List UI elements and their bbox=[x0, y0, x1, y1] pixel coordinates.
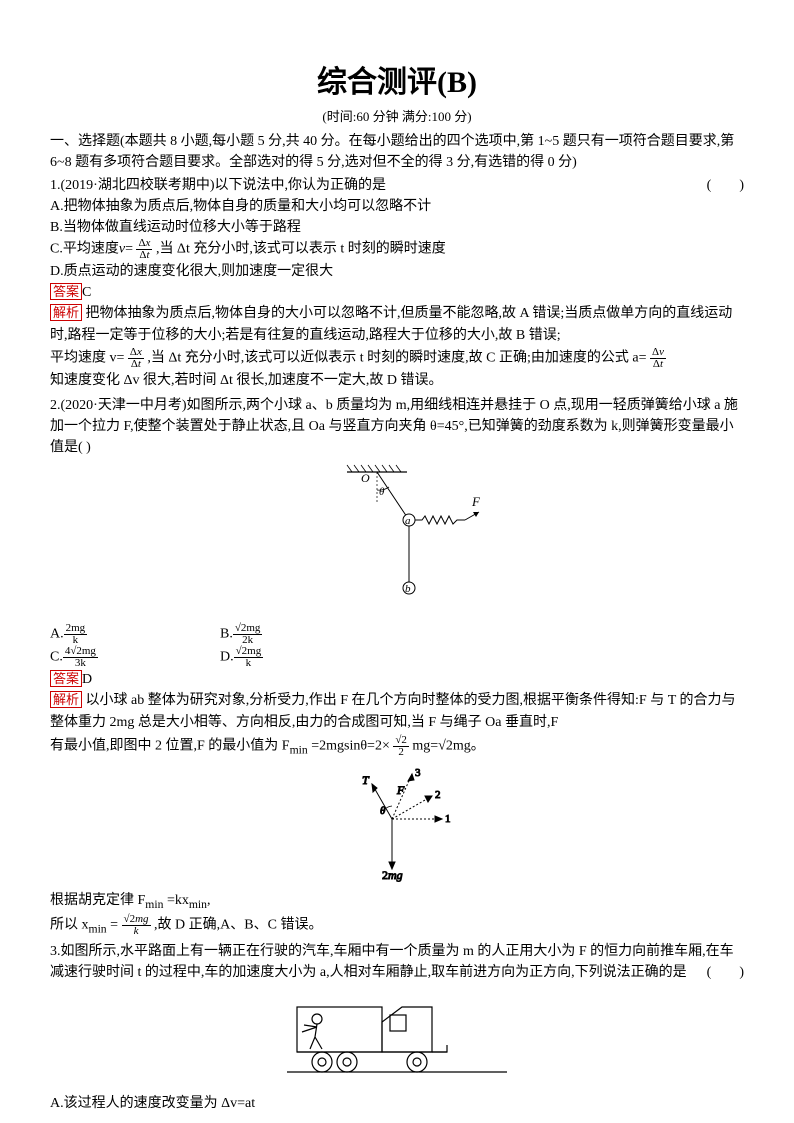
page-title: 综合测评(B) bbox=[50, 60, 744, 105]
svg-text:1: 1 bbox=[445, 813, 451, 825]
answer-label-box: 答案 bbox=[50, 283, 82, 301]
svg-text:F: F bbox=[471, 494, 481, 509]
answer-label-box: 答案 bbox=[50, 670, 82, 688]
frac-dx-dt-2: ΔxΔt bbox=[128, 347, 144, 370]
q2-explanation: 解析 以小球 ab 整体为研究对象,分析受力,作出 F 在几个方向时整体的受力图… bbox=[50, 690, 744, 760]
figure-q2-force: T 3 2 1 2mg F θ bbox=[50, 764, 744, 886]
q1-exp-2a: 平均速度 v= bbox=[50, 351, 124, 366]
question-2: 2.(2020·天津一中月考)如图所示,两个小球 a、b 质量均为 m,用细线相… bbox=[50, 395, 744, 458]
q1-option-b: B.当物体做直线运动时位移大小等于路程 bbox=[50, 217, 744, 238]
explain-label-box: 解析 bbox=[50, 691, 82, 709]
frac-sqrt2mg-k: √2mgk bbox=[122, 914, 151, 937]
sub-min: min bbox=[145, 898, 163, 911]
q2-force-svg: T 3 2 1 2mg F θ bbox=[332, 764, 462, 879]
q2-exp-1: 以小球 ab 整体为研究对象,分析受力,作出 F 在几个方向时整体的受力图,根据… bbox=[50, 693, 736, 730]
svg-text:T: T bbox=[362, 773, 370, 787]
q2-explanation-2: 根据胡克定律 Fmin =kxmin, 所以 xmin = √2mgk ,故 D… bbox=[50, 890, 744, 940]
svg-text:2mg: 2mg bbox=[382, 868, 403, 882]
question-3: 3.如图所示,水平路面上有一辆正在行驶的汽车,车厢中有一个质量为 m 的人正用大… bbox=[50, 941, 744, 983]
blank-paren: ( ) bbox=[707, 962, 744, 983]
svg-text:a: a bbox=[405, 515, 411, 527]
q1-c-post: ,当 Δt 充分小时,该式可以表示 t 时刻的瞬时速度 bbox=[156, 241, 446, 256]
q1-explanation: 解析 把物体抽象为质点后,物体自身的大小可以忽略不计,但质量不能忽略,故 A 错… bbox=[50, 303, 744, 393]
explain-label-box: 解析 bbox=[50, 304, 82, 322]
q1-answer-row: 答案C bbox=[50, 282, 744, 303]
q3-truck-svg bbox=[282, 987, 512, 1082]
q1-option-d: D.质点运动的速度变化很大,则加速度一定很大 bbox=[50, 261, 744, 282]
svg-text:3: 3 bbox=[415, 767, 421, 779]
q2-exp4a: 所以 x bbox=[50, 918, 89, 933]
q1-c-pre: C.平均速度 bbox=[50, 241, 119, 256]
q2-exp3a: 根据胡克定律 F bbox=[50, 893, 145, 908]
q2-option-a: A.2mgk bbox=[50, 623, 220, 646]
svg-text:θ: θ bbox=[379, 486, 385, 498]
svg-text:F: F bbox=[396, 783, 405, 797]
q2-options-row-1: A.2mgk B.√2mg2k bbox=[50, 623, 744, 646]
sub-min: min bbox=[189, 898, 207, 911]
q1-exp-2b: ,当 Δt 充分小时,该式可以近似表示 t 时刻的瞬时速度,故 C 正确;由加速… bbox=[147, 351, 646, 366]
q2-options-row-2: C.4√2mg3k D.√2mgk bbox=[50, 646, 744, 669]
q3-option-a: A.该过程人的速度改变量为 Δv=at bbox=[50, 1093, 744, 1114]
svg-text:θ: θ bbox=[380, 805, 386, 817]
q1-exp-1: 把物体抽象为质点后,物体自身的大小可以忽略不计,但质量不能忽略,故 A 错误;当… bbox=[50, 306, 732, 343]
q2-exp-2b: =2mgsinθ=2× bbox=[311, 738, 390, 753]
q2-answer-row: 答案D bbox=[50, 669, 744, 690]
frac-dv-dt: ΔvΔt bbox=[650, 347, 666, 370]
q1-stem: 1.(2019·湖北四校联考期中)以下说法中,你认为正确的是 bbox=[50, 178, 386, 193]
q2-diagram-svg: O θ a b F bbox=[307, 462, 487, 612]
q2-option-b: B.√2mg2k bbox=[220, 623, 390, 646]
frac-sqrt2-2: √22 bbox=[393, 735, 409, 758]
q2-exp3b: =kx bbox=[167, 893, 189, 908]
section-1-header: 一、选择题(本题共 8 小题,每小题 5 分,共 40 分。在每小题给出的四个选… bbox=[50, 131, 744, 173]
q2-exp4b: = bbox=[110, 918, 118, 933]
svg-text:b: b bbox=[405, 583, 411, 595]
q1-answer: C bbox=[82, 285, 91, 300]
svg-text:O: O bbox=[361, 471, 370, 485]
sub-min: min bbox=[290, 743, 308, 756]
frac-dx-dt: ΔxΔt bbox=[136, 238, 152, 261]
figure-q2-on-spring: O θ a b F bbox=[50, 462, 744, 619]
blank-paren: ( ) bbox=[707, 175, 744, 196]
sub-min: min bbox=[89, 923, 107, 936]
q3-stem: 3.如图所示,水平路面上有一辆正在行驶的汽车,车厢中有一个质量为 m 的人正用大… bbox=[50, 944, 734, 980]
figure-q3-truck bbox=[50, 987, 744, 1089]
q1-option-c: C.平均速度v= ΔxΔt ,当 Δt 充分小时,该式可以表示 t 时刻的瞬时速… bbox=[50, 238, 744, 261]
q2-option-c: C.4√2mg3k bbox=[50, 646, 220, 669]
page-subtitle: (时间:60 分钟 满分:100 分) bbox=[50, 107, 744, 127]
q2-option-d: D.√2mgk bbox=[220, 646, 390, 669]
q1-exp-3: 知速度变化 Δv 很大,若时间 Δt 很长,加速度不一定大,故 D 错误。 bbox=[50, 373, 443, 388]
q1-option-a: A.把物体抽象为质点后,物体自身的质量和大小均可以忽略不计 bbox=[50, 196, 744, 217]
question-1: 1.(2019·湖北四校联考期中)以下说法中,你认为正确的是 ( ) bbox=[50, 175, 744, 196]
svg-text:2: 2 bbox=[435, 789, 441, 801]
q2-exp4c: ,故 D 正确,A、B、C 错误。 bbox=[154, 918, 322, 933]
q2-answer: D bbox=[82, 672, 92, 687]
q2-exp-2c: mg=√2mg。 bbox=[412, 738, 484, 753]
q2-exp-2a: 有最小值,即图中 2 位置,F 的最小值为 F bbox=[50, 738, 290, 753]
q2-exp3c: , bbox=[207, 893, 211, 908]
